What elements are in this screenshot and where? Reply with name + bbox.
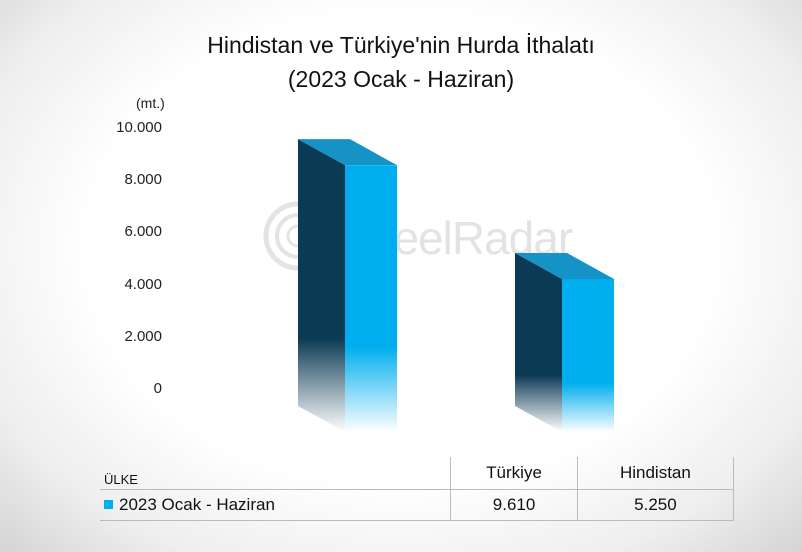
y-tick-label: 10.000 <box>116 119 162 136</box>
chart-title-line1: Hindistan ve Türkiye'nin Hurda İthalatı <box>207 32 595 58</box>
data-table-row: 2023 Ocak - Haziran 9.610 5.250 <box>100 489 735 521</box>
y-tick-label: 2.000 <box>124 327 162 345</box>
bar-top-face <box>515 252 614 279</box>
data-table-value-hindistan: 5.250 <box>576 489 735 521</box>
bar-side-face <box>298 139 345 432</box>
data-table-value-turkiye: 9.610 <box>450 489 578 521</box>
data-table-header-row: ÜLKE Türkiye Hindistan <box>100 457 735 490</box>
bar-group <box>298 139 614 432</box>
y-axis-unit-label: (mt.) <box>136 95 165 111</box>
bar-side-face <box>515 252 562 432</box>
bar-front-face <box>345 165 397 432</box>
bar-top-face <box>298 139 397 166</box>
y-tick-label: 0 <box>153 380 162 397</box>
y-tick-label: 6.000 <box>124 223 162 241</box>
bar-trkiye <box>298 139 397 432</box>
y-tick-label: 4.000 <box>124 275 162 293</box>
bar-hindistan <box>515 252 614 432</box>
data-table: ÜLKE Türkiye Hindistan 2023 Ocak - Hazir… <box>100 457 735 521</box>
data-table-series-cell: 2023 Ocak - Haziran <box>100 489 451 521</box>
data-table-column-turkiye: Türkiye <box>450 457 578 490</box>
data-table-column-hindistan: Hindistan <box>576 457 735 490</box>
chart-title: Hindistan ve Türkiye'nin Hurda İthalatı … <box>0 28 802 96</box>
bar-front-face <box>562 278 614 432</box>
data-table-series-label: 2023 Ocak - Haziran <box>119 495 275 514</box>
y-tick-label: 8.000 <box>124 171 162 189</box>
data-table-header-label: ÜLKE <box>104 472 138 487</box>
chart-title-line2: (2023 Ocak - Haziran) <box>287 66 515 92</box>
legend-key-swatch <box>104 500 113 510</box>
